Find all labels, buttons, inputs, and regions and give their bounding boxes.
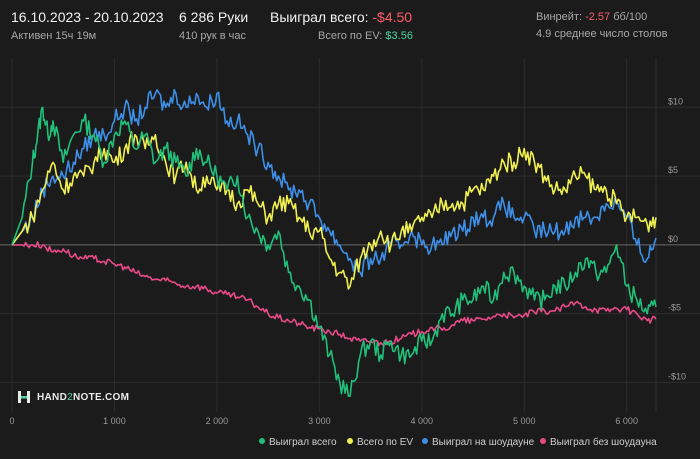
y-tick-label: -$5 [668,303,681,313]
chart-grid [0,58,700,412]
x-tick-label: 6 000 [615,416,638,426]
won-total-summary: Выиграл всего: -$4.50 [270,9,412,25]
chart-series [11,88,657,397]
series-line-2 [11,88,657,278]
y-tick-label: -$10 [668,371,686,381]
legend-dot-icon [259,438,265,444]
legend-dot-icon [540,438,546,444]
profit-graph[interactable]: $10 $5 $0 -$5 -$10 0 1 000 2 000 3 000 4 000 5 00… [0,58,700,434]
y-axis-labels: $10 $5 $0 -$5 -$10 [668,96,686,381]
x-tick-label: 3 000 [308,416,331,426]
x-tick-label: 0 [9,416,14,426]
date-range[interactable]: 16.10.2023 - 20.10.2023 [11,9,164,25]
ev-total-value: $3.56 [385,30,413,42]
legend-item-won-total[interactable]: Выиграл всего [259,437,337,448]
winrate-unit: бб/100 [613,11,648,23]
legend-dot-icon [347,438,353,444]
series-line-0 [11,106,657,397]
winrate-label: Винрейт: [536,11,583,23]
hands-count: 6 286 Руки [179,9,249,25]
x-tick-label: 1 000 [103,416,126,426]
x-tick-label: 4 000 [411,416,434,426]
legend-item-non-showdown[interactable]: Выиграл без шоудауна [540,437,657,448]
series-line-1 [11,131,657,290]
y-tick-label: $0 [668,234,678,244]
x-tick-label: 5 000 [513,416,536,426]
legend-dot-icon [422,438,428,444]
hand2note-logo-icon [18,391,30,403]
y-tick-label: $10 [668,96,683,106]
legend-item-ev-total[interactable]: Всего по EV [347,437,413,448]
hand2note-logo-text: HAND2NOTE.COM [37,391,130,403]
hands-per-hour: 410 рук в час [179,30,247,42]
x-tick-label: 2 000 [206,416,229,426]
legend-item-showdown[interactable]: Выиграл на шоудауне [422,437,534,448]
winrate-value: -2.57 [585,11,611,23]
chart-legend: Выиграл всего Всего по EV Выиграл на шоу… [0,437,700,455]
x-axis-labels: 0 1 000 2 000 3 000 4 000 5 000 6 000 [9,416,637,426]
won-total-label: Выиграл всего: [270,9,369,25]
y-tick-label: $5 [668,165,678,175]
series-line-3 [12,241,657,346]
average-tables: 4.9 среднее число столов [536,28,668,40]
summary-header: 16.10.2023 - 20.10.2023 Активен 15ч 19м … [0,0,700,50]
ev-total-label: Всего по EV: [318,30,383,42]
active-time: Активен 15ч 19м [11,30,97,42]
ev-total-summary: Всего по EV: $3.56 [318,30,413,42]
winrate-summary: Винрейт: -2.57 бб/100 [536,11,647,23]
won-total-value: -$4.50 [372,9,413,25]
hand2note-logo: HAND2NOTE.COM [17,390,129,404]
